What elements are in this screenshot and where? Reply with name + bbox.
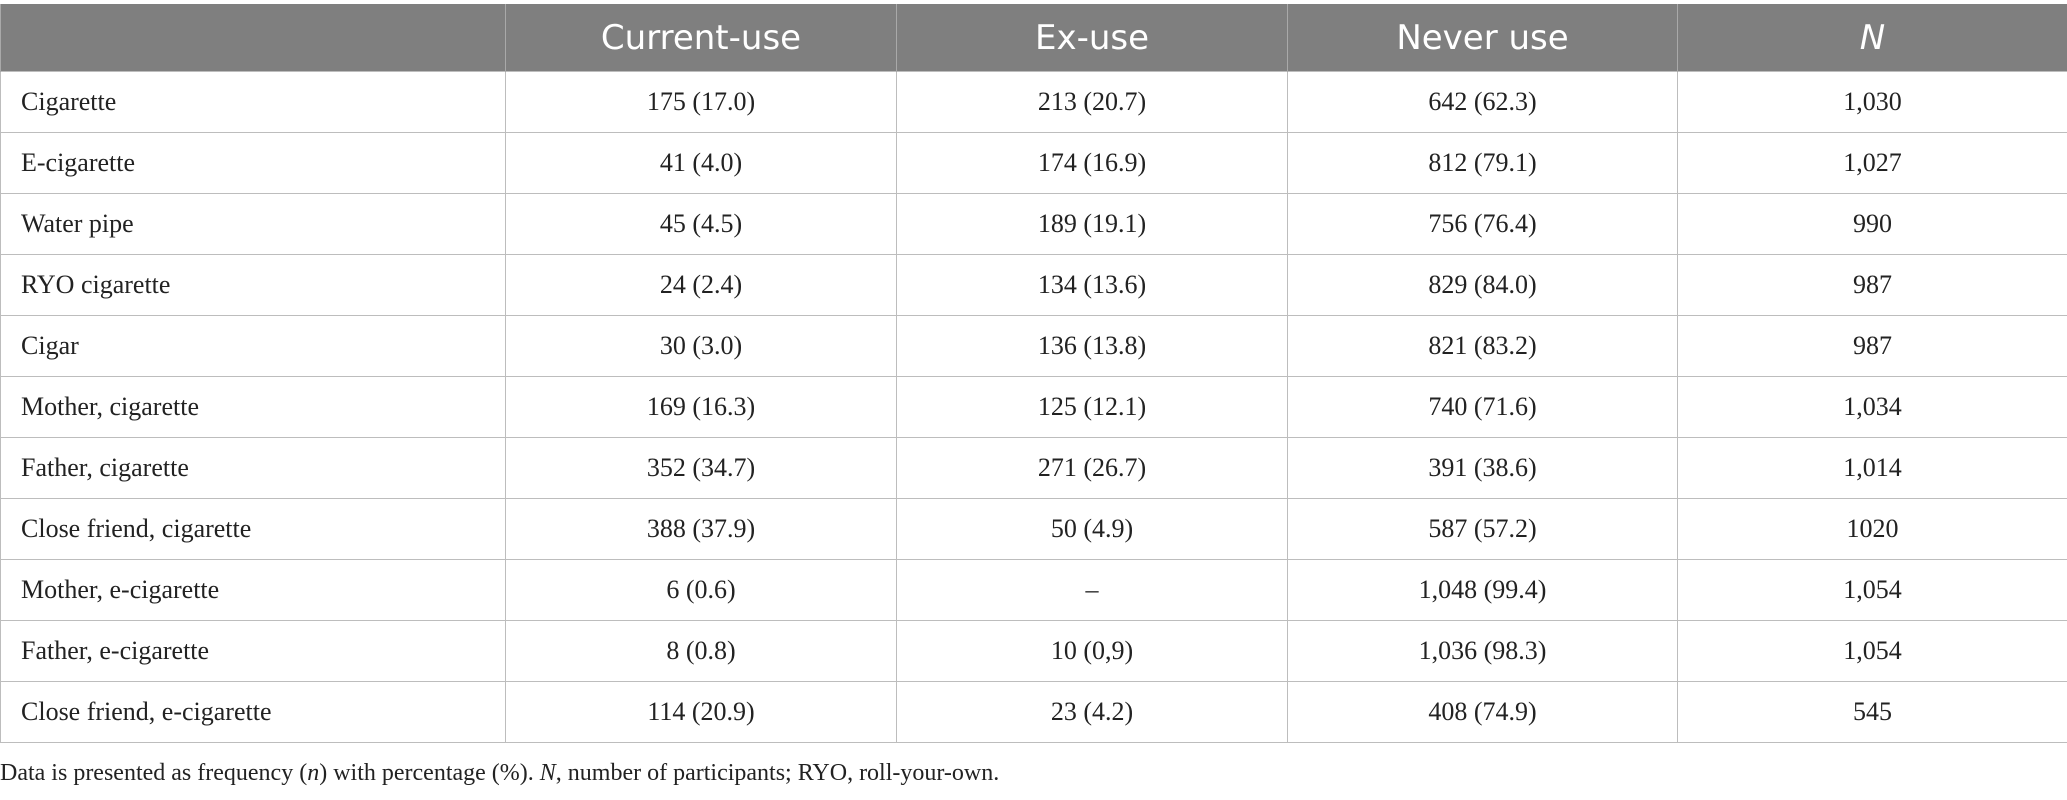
header-cell-n: N [1677, 4, 2067, 72]
table-row: Close friend, cigarette 388 (37.9) 50 (4… [0, 498, 2067, 560]
cell-n: 987 [1677, 254, 2067, 316]
row-label: Close friend, e-cigarette [0, 681, 506, 743]
table-container: Current-use Ex-use Never use N Cigarette… [0, 4, 2067, 743]
cell-current-use: 175 (17.0) [505, 71, 897, 133]
table-row: E-cigarette 41 (4.0) 174 (16.9) 812 (79.… [0, 132, 2067, 194]
cell-ex-use: 134 (13.6) [896, 254, 1288, 316]
cell-current-use: 24 (2.4) [505, 254, 897, 316]
cell-ex-use: 271 (26.7) [896, 437, 1288, 499]
row-label: Father, e-cigarette [0, 620, 506, 682]
row-label: RYO cigarette [0, 254, 506, 316]
cell-never-use: 740 (71.6) [1287, 376, 1678, 438]
cell-current-use: 8 (0.8) [505, 620, 897, 682]
cell-n: 1,030 [1677, 71, 2067, 133]
cell-n: 1,027 [1677, 132, 2067, 194]
cell-current-use: 352 (34.7) [505, 437, 897, 499]
cell-n: 1,034 [1677, 376, 2067, 438]
header-cell-blank [0, 4, 506, 72]
cell-ex-use: 174 (16.9) [896, 132, 1288, 194]
header-cell-never-use: Never use [1287, 4, 1678, 72]
row-label: Water pipe [0, 193, 506, 255]
table-row: Mother, e-cigarette 6 (0.6) – 1,048 (99.… [0, 559, 2067, 621]
cell-never-use: 1,048 (99.4) [1287, 559, 1678, 621]
table-row: Close friend, e-cigarette 114 (20.9) 23 … [0, 681, 2067, 743]
cell-ex-use: 136 (13.8) [896, 315, 1288, 377]
table-footnote: Data is presented as frequency (n) with … [0, 760, 2067, 787]
row-label: Cigar [0, 315, 506, 377]
cell-never-use: 829 (84.0) [1287, 254, 1678, 316]
table-row: RYO cigarette 24 (2.4) 134 (13.6) 829 (8… [0, 254, 2067, 316]
cell-never-use: 391 (38.6) [1287, 437, 1678, 499]
header-cell-current-use: Current-use [505, 4, 897, 72]
cell-never-use: 642 (62.3) [1287, 71, 1678, 133]
header-row: Current-use Ex-use Never use N [0, 4, 2067, 72]
row-label: Mother, cigarette [0, 376, 506, 438]
cell-n: 1,054 [1677, 559, 2067, 621]
footnote-text-1: Data is presented as frequency ( [0, 760, 308, 786]
cell-ex-use: 50 (4.9) [896, 498, 1288, 560]
cell-ex-use: 189 (19.1) [896, 193, 1288, 255]
cell-current-use: 41 (4.0) [505, 132, 897, 194]
footnote-N-symbol: N [539, 760, 556, 786]
row-label: Close friend, cigarette [0, 498, 506, 560]
table-row: Mother, cigarette 169 (16.3) 125 (12.1) … [0, 376, 2067, 438]
cell-ex-use: 213 (20.7) [896, 71, 1288, 133]
cell-current-use: 169 (16.3) [505, 376, 897, 438]
cell-n: 987 [1677, 315, 2067, 377]
cell-never-use: 821 (83.2) [1287, 315, 1678, 377]
cell-never-use: 587 (57.2) [1287, 498, 1678, 560]
cell-n: 1,054 [1677, 620, 2067, 682]
footnote-text-2: ) with percentage (%). [319, 760, 540, 786]
cell-ex-use: 10 (0,9) [896, 620, 1288, 682]
cell-never-use: 812 (79.1) [1287, 132, 1678, 194]
cell-current-use: 388 (37.9) [505, 498, 897, 560]
cell-n: 990 [1677, 193, 2067, 255]
cell-ex-use: – [896, 559, 1288, 621]
header-cell-ex-use: Ex-use [896, 4, 1288, 72]
cell-current-use: 114 (20.9) [505, 681, 897, 743]
data-table: Current-use Ex-use Never use N Cigarette… [0, 4, 2067, 743]
table-row: Water pipe 45 (4.5) 189 (19.1) 756 (76.4… [0, 193, 2067, 255]
cell-never-use: 408 (74.9) [1287, 681, 1678, 743]
row-label: E-cigarette [0, 132, 506, 194]
cell-ex-use: 125 (12.1) [896, 376, 1288, 438]
cell-current-use: 30 (3.0) [505, 315, 897, 377]
cell-never-use: 1,036 (98.3) [1287, 620, 1678, 682]
cell-n: 545 [1677, 681, 2067, 743]
cell-never-use: 756 (76.4) [1287, 193, 1678, 255]
table-row: Cigarette 175 (17.0) 213 (20.7) 642 (62.… [0, 71, 2067, 133]
table-row: Father, e-cigarette 8 (0.8) 10 (0,9) 1,0… [0, 620, 2067, 682]
row-label: Mother, e-cigarette [0, 559, 506, 621]
table-row: Cigar 30 (3.0) 136 (13.8) 821 (83.2) 987 [0, 315, 2067, 377]
cell-current-use: 45 (4.5) [505, 193, 897, 255]
cell-n: 1,014 [1677, 437, 2067, 499]
footnote-text-3: , number of participants; RYO, roll-your… [555, 760, 1000, 786]
row-label: Father, cigarette [0, 437, 506, 499]
cell-n: 1020 [1677, 498, 2067, 560]
footnote-n-symbol: n [307, 760, 320, 786]
row-label: Cigarette [0, 71, 506, 133]
cell-ex-use: 23 (4.2) [896, 681, 1288, 743]
cell-current-use: 6 (0.6) [505, 559, 897, 621]
table-row: Father, cigarette 352 (34.7) 271 (26.7) … [0, 437, 2067, 499]
